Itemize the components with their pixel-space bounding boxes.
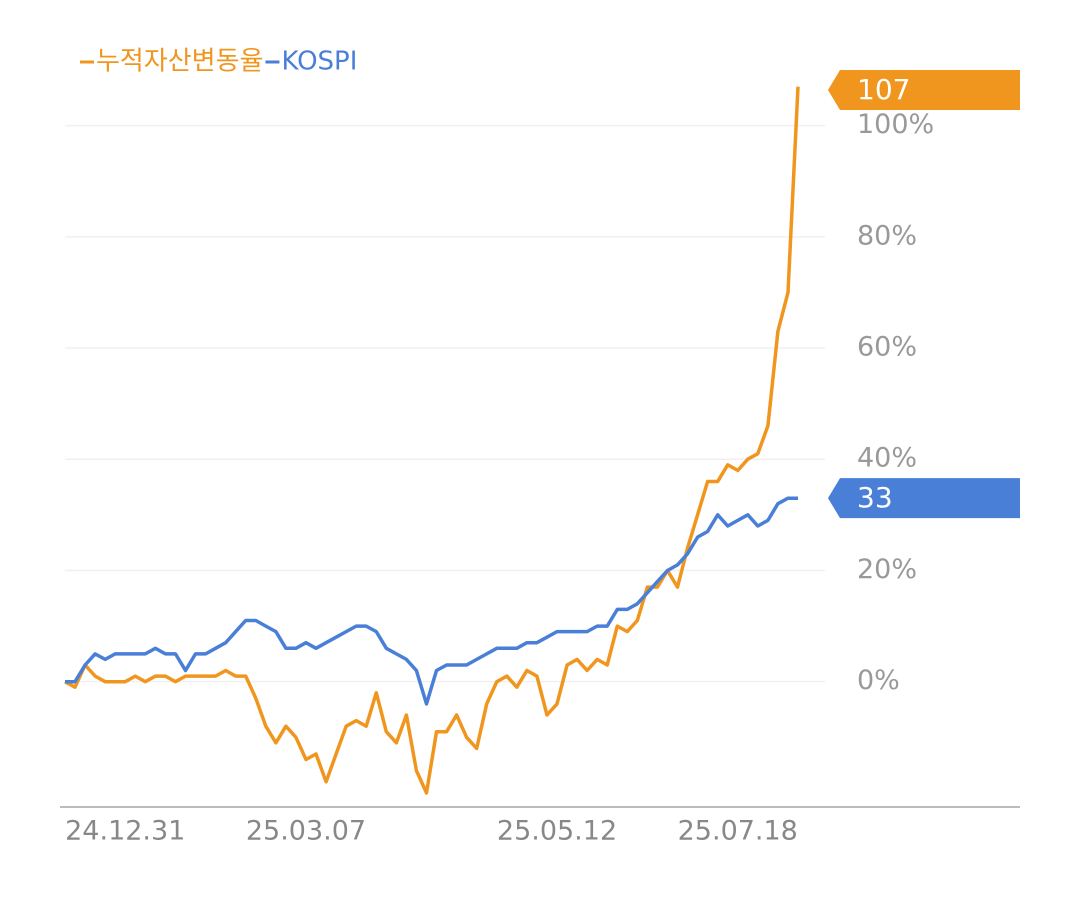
y-tick-label: 40% — [857, 443, 917, 474]
legend-label: 누적자산변동율 — [96, 47, 263, 77]
end-badge — [828, 478, 1020, 519]
end-value-label: 107 — [857, 73, 910, 106]
series-line — [64, 86, 800, 795]
series-line — [65, 496, 798, 706]
x-tick-label: 25.03.07 — [246, 816, 366, 847]
end-value-label: 33 — [857, 481, 893, 514]
x-tick-label: 24.12.31 — [65, 816, 185, 847]
y-tick-label: 20% — [857, 554, 917, 585]
end-badge — [828, 70, 1020, 110]
y-tick-label: 80% — [857, 220, 917, 251]
y-tick-label: 60% — [857, 332, 917, 363]
x-tick-label: 25.07.18 — [678, 816, 798, 847]
legend-label: KOSPI — [281, 47, 357, 77]
y-tick-label: 0% — [857, 665, 900, 696]
y-tick-label: 100% — [857, 109, 934, 140]
x-tick-label: 25.05.12 — [497, 816, 617, 847]
